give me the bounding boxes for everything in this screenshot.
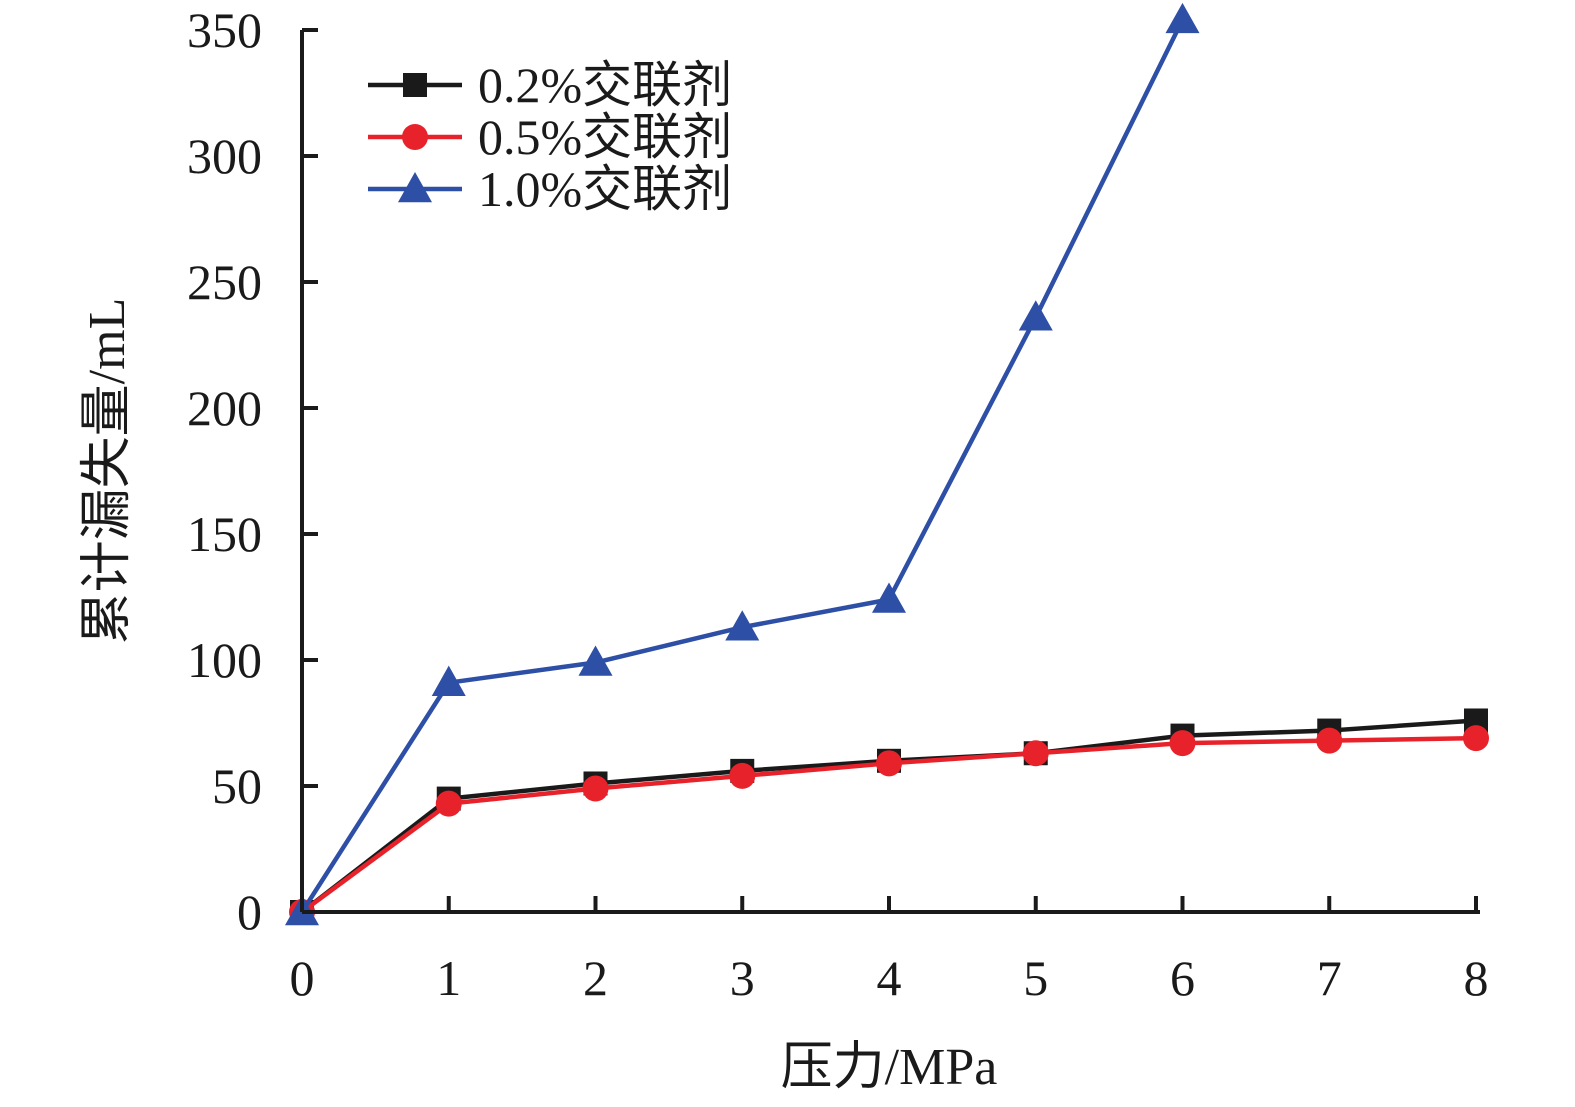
x-tick-label: 6 bbox=[1170, 950, 1195, 1006]
data-point bbox=[1165, 2, 1200, 34]
x-tick-label: 2 bbox=[583, 950, 608, 1006]
data-point bbox=[1463, 725, 1489, 752]
data-point bbox=[1018, 300, 1053, 331]
legend-item: 1.0%交联剂 bbox=[368, 161, 732, 217]
y-tick-label: 200 bbox=[187, 380, 262, 436]
x-tick-label: 0 bbox=[290, 950, 315, 1006]
series-3 bbox=[285, 2, 1200, 926]
x-tick-label: 4 bbox=[877, 950, 902, 1006]
data-point bbox=[431, 665, 466, 696]
y-tick-label: 300 bbox=[187, 128, 262, 184]
x-tick-label: 5 bbox=[1023, 950, 1048, 1006]
data-point bbox=[582, 775, 609, 802]
series-2 bbox=[289, 725, 1489, 925]
y-tick-label: 0 bbox=[237, 884, 262, 940]
legend-marker bbox=[398, 172, 432, 203]
y-tick-label: 150 bbox=[187, 506, 262, 562]
x-axis-title: 压力/MPa bbox=[781, 1039, 998, 1096]
x-tick-label: 7 bbox=[1317, 950, 1342, 1006]
ticks-layer: 0 50 100 150 200 250 300 350 0 1 2 3 4 5 6 7 8 bbox=[187, 2, 1489, 1006]
x-tick-label: 1 bbox=[436, 950, 461, 1006]
data-point bbox=[1316, 727, 1343, 754]
data-point bbox=[435, 790, 462, 817]
data-point bbox=[1022, 740, 1049, 767]
legend-label: 1.0%交联剂 bbox=[478, 161, 732, 217]
legend-marker bbox=[403, 73, 427, 97]
data-point bbox=[578, 645, 613, 676]
legend-item: 0.2%交联剂 bbox=[368, 57, 732, 113]
y-tick-label: 100 bbox=[187, 632, 262, 688]
y-tick-label: 250 bbox=[187, 254, 262, 310]
x-tick-label: 8 bbox=[1464, 950, 1489, 1006]
legend-label: 0.5%交联剂 bbox=[478, 109, 732, 165]
legend-item: 0.5%交联剂 bbox=[368, 109, 732, 165]
y-tick-label: 350 bbox=[187, 2, 262, 58]
y-tick-label: 50 bbox=[212, 758, 262, 814]
legend-label: 0.2%交联剂 bbox=[478, 57, 732, 113]
y-axis-title: 累计漏失量/mL bbox=[79, 298, 136, 645]
legend-marker bbox=[402, 124, 428, 150]
series-layer bbox=[285, 2, 1489, 926]
x-tick-label: 3 bbox=[730, 950, 755, 1006]
data-point bbox=[872, 582, 906, 613]
data-point bbox=[729, 762, 756, 789]
data-point bbox=[725, 610, 760, 641]
data-point bbox=[1169, 730, 1196, 757]
data-point bbox=[876, 750, 902, 777]
